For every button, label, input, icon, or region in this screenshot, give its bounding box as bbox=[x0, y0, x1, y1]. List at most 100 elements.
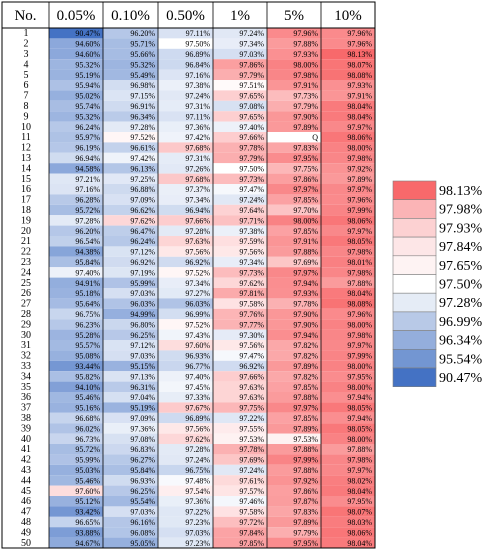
cell-value: 97.85% bbox=[293, 196, 318, 205]
row-number: 5 bbox=[24, 70, 29, 81]
heat-cell bbox=[103, 246, 158, 257]
cell-value: 97.46% bbox=[239, 497, 264, 506]
cell-value: 95.72% bbox=[75, 206, 100, 215]
cell-value: 96.94% bbox=[185, 206, 210, 215]
heat-cell bbox=[267, 38, 321, 49]
cell-value: 98.05% bbox=[347, 424, 372, 433]
heat-cell bbox=[267, 340, 321, 351]
cell-value: 94.99% bbox=[130, 310, 155, 319]
heat-cell bbox=[321, 506, 375, 517]
cell-value: 97.62% bbox=[239, 279, 264, 288]
heat-cell bbox=[321, 100, 375, 112]
heat-cell bbox=[49, 516, 103, 528]
cell-value: 97.60% bbox=[185, 341, 210, 350]
cell-value: 97.08% bbox=[130, 435, 155, 444]
cell-value: 96.47% bbox=[130, 227, 155, 236]
cell-value: 97.62% bbox=[185, 435, 210, 444]
cell-value: 96.83% bbox=[130, 445, 155, 454]
heat-cell bbox=[267, 308, 321, 320]
cell-value: 97.93% bbox=[347, 81, 372, 90]
cell-value: 97.11% bbox=[186, 29, 211, 38]
cell-value: 97.34% bbox=[239, 40, 264, 49]
heat-cell bbox=[213, 371, 267, 382]
heat-cell bbox=[158, 256, 213, 268]
heat-cell bbox=[49, 537, 103, 548]
legend-label: 97.84% bbox=[439, 240, 483, 255]
legend-swatch bbox=[392, 255, 437, 275]
cell-value: 97.85% bbox=[293, 383, 318, 392]
row-number: 31 bbox=[21, 340, 31, 351]
heat-cell bbox=[321, 329, 375, 340]
legend-swatch bbox=[392, 274, 437, 294]
cell-value: 97.69% bbox=[239, 456, 264, 465]
heat-cell bbox=[267, 381, 321, 392]
heat-cell bbox=[49, 225, 103, 236]
cell-value: 97.73% bbox=[239, 175, 264, 184]
heat-cell bbox=[49, 173, 103, 184]
column-header: No. bbox=[14, 8, 36, 24]
cell-value: 96.08% bbox=[130, 528, 155, 537]
cell-value: 98.08% bbox=[347, 300, 372, 309]
heat-cell bbox=[321, 38, 375, 49]
heat-cell bbox=[49, 485, 103, 496]
row-number: 37 bbox=[21, 403, 31, 414]
cell-value: 96.54% bbox=[75, 237, 100, 246]
cell-value: 95.94% bbox=[75, 81, 100, 90]
cell-value: 95.28% bbox=[75, 331, 100, 340]
cell-value: 97.45% bbox=[185, 383, 210, 392]
legend-label: 97.50% bbox=[439, 278, 483, 293]
cell-value: 97.65% bbox=[239, 92, 264, 101]
cell-value: 96.23% bbox=[75, 320, 100, 329]
cell-value: 98.00% bbox=[347, 320, 372, 329]
cell-value: 97.89% bbox=[293, 424, 318, 433]
heat-cell bbox=[103, 121, 158, 132]
row-number: 4 bbox=[24, 59, 29, 70]
heat-cell bbox=[49, 267, 103, 278]
heat-cell bbox=[49, 475, 103, 486]
heat-cell bbox=[267, 236, 321, 247]
cell-value: 96.93% bbox=[130, 476, 155, 485]
heat-cell bbox=[267, 204, 321, 216]
heat-cell bbox=[103, 277, 158, 288]
heat-cell bbox=[103, 142, 158, 153]
cell-value: 97.96% bbox=[347, 40, 372, 49]
row-number: 28 bbox=[21, 309, 31, 320]
row-number: 32 bbox=[21, 351, 31, 362]
cell-value: 97.78% bbox=[239, 144, 264, 153]
cell-value: 97.99% bbox=[347, 352, 372, 361]
row-number: 18 bbox=[21, 205, 31, 216]
heat-cell bbox=[103, 402, 158, 413]
cell-value: 97.73% bbox=[239, 268, 264, 277]
cell-value: 97.79% bbox=[293, 528, 318, 537]
cell-value: 95.66% bbox=[130, 50, 155, 59]
heat-cell bbox=[213, 173, 267, 184]
heat-cell bbox=[158, 433, 213, 444]
cell-value: 97.82% bbox=[293, 372, 318, 381]
cell-value: 97.85% bbox=[293, 414, 318, 423]
heat-cell bbox=[267, 142, 321, 153]
cell-value: 96.99% bbox=[185, 310, 210, 319]
cell-value: 97.70% bbox=[293, 206, 318, 215]
heat-cell bbox=[49, 288, 103, 299]
cell-value: 95.05% bbox=[130, 539, 155, 548]
heat-cell bbox=[103, 485, 158, 496]
cell-value: 98.01% bbox=[347, 258, 372, 267]
cell-value: 97.52% bbox=[185, 320, 210, 329]
cell-value: 97.90% bbox=[293, 310, 318, 319]
heat-cell bbox=[267, 433, 321, 444]
cell-value: 97.03% bbox=[185, 528, 210, 537]
heat-cell bbox=[158, 288, 213, 299]
heat-cell bbox=[213, 236, 267, 247]
cell-value: 95.72% bbox=[75, 445, 100, 454]
cell-value: 96.92% bbox=[130, 258, 155, 267]
row-number: 46 bbox=[21, 496, 31, 507]
cell-value: 95.84% bbox=[75, 258, 100, 267]
row-number: 19 bbox=[21, 215, 31, 226]
heat-cell bbox=[267, 90, 321, 101]
row-number: 17 bbox=[21, 195, 31, 206]
heat-cell bbox=[213, 298, 267, 309]
heat-cell bbox=[267, 371, 321, 382]
heat-cell bbox=[158, 475, 213, 486]
cell-value: 97.36% bbox=[130, 424, 155, 433]
column-header: 0.10% bbox=[111, 8, 150, 24]
